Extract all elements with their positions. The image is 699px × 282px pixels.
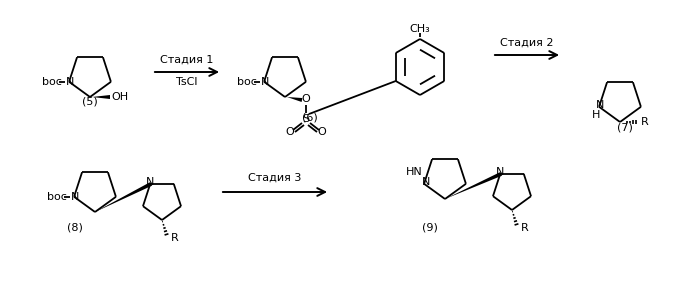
Text: Стадия 2: Стадия 2: [500, 38, 554, 48]
Text: boc: boc: [47, 192, 67, 202]
Polygon shape: [92, 95, 110, 99]
Text: R: R: [521, 223, 529, 233]
Text: S: S: [303, 114, 310, 124]
Text: N: N: [422, 177, 431, 187]
Text: H: H: [592, 110, 600, 120]
Polygon shape: [287, 97, 303, 102]
Text: N: N: [261, 77, 269, 87]
Text: boc: boc: [42, 77, 62, 87]
Text: boc: boc: [237, 77, 257, 87]
Text: (9): (9): [422, 222, 438, 232]
Text: TsCl: TsCl: [176, 77, 198, 87]
Text: N: N: [496, 167, 505, 177]
Text: Стадия 3: Стадия 3: [248, 173, 302, 183]
Text: Стадия 1: Стадия 1: [160, 55, 214, 65]
Text: R: R: [171, 233, 179, 243]
Text: O: O: [286, 127, 294, 137]
Text: (6): (6): [302, 112, 318, 122]
Text: OH: OH: [111, 92, 129, 102]
Text: N: N: [71, 192, 79, 202]
Text: CH₃: CH₃: [410, 24, 431, 34]
Text: R: R: [641, 117, 649, 127]
Text: N: N: [596, 100, 604, 110]
Polygon shape: [445, 172, 502, 199]
Text: (5): (5): [82, 97, 98, 107]
Text: (8): (8): [67, 222, 83, 232]
Polygon shape: [95, 182, 152, 212]
Text: O: O: [317, 127, 326, 137]
Text: HN: HN: [405, 167, 422, 177]
Text: N: N: [66, 77, 74, 87]
Text: (7): (7): [617, 122, 633, 132]
Text: N: N: [146, 177, 154, 187]
Text: O: O: [302, 94, 310, 104]
